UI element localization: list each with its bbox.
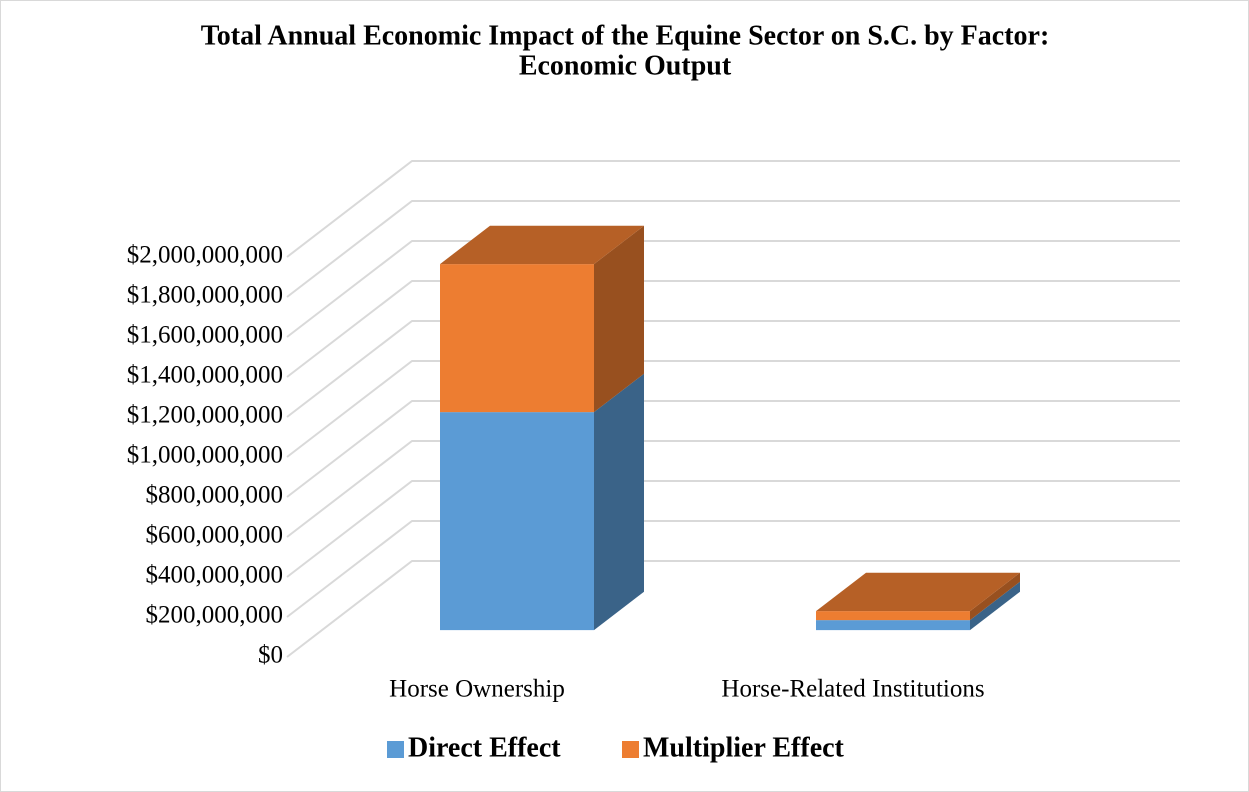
legend-label: Multiplier Effect [643, 732, 845, 763]
legend-swatch [387, 741, 404, 758]
grid-line [286, 200, 1180, 298]
bar-side [970, 581, 1020, 631]
x-tick-label: Horse Ownership [389, 676, 565, 703]
x-tick-label: Horse-Related Institutions [721, 676, 984, 703]
grid-line [286, 240, 1180, 338]
grid-line [286, 520, 1180, 618]
grid-line [286, 560, 1180, 658]
y-tick-label: $1,600,000,000 [127, 322, 283, 349]
y-tick-label: $0 [258, 642, 283, 669]
bar-side [970, 572, 1020, 621]
grid-line [286, 320, 1180, 418]
y-tick-label: $1,400,000,000 [127, 362, 283, 389]
grid-line [286, 440, 1180, 538]
bar [816, 611, 970, 621]
y-tick-label: $1,000,000,000 [127, 442, 283, 469]
y-tick-label: $400,000,000 [146, 562, 284, 589]
y-tick-label: $2,000,000,000 [127, 242, 283, 269]
grid-line [286, 360, 1180, 458]
y-tick-label: $1,800,000,000 [127, 282, 283, 309]
y-tick-label: $800,000,000 [146, 482, 284, 509]
bar-side [594, 225, 644, 413]
chart-title: Economic Output [519, 50, 732, 81]
legend-swatch [622, 741, 639, 758]
bar-top [440, 225, 644, 265]
chart-title: Total Annual Economic Impact of the Equi… [201, 20, 1050, 51]
y-tick-label: $1,200,000,000 [127, 402, 283, 429]
grid-line [286, 480, 1180, 578]
grid-line [286, 160, 1180, 258]
bar-side [594, 373, 644, 631]
bar-top [816, 572, 1020, 612]
bar [440, 264, 594, 413]
bar [440, 412, 594, 631]
grid-line [286, 280, 1180, 378]
y-tick-label: $200,000,000 [146, 602, 284, 629]
grid-line [286, 400, 1180, 498]
bar [816, 620, 970, 631]
legend-label: Direct Effect [408, 732, 561, 763]
y-tick-label: $600,000,000 [146, 522, 284, 549]
